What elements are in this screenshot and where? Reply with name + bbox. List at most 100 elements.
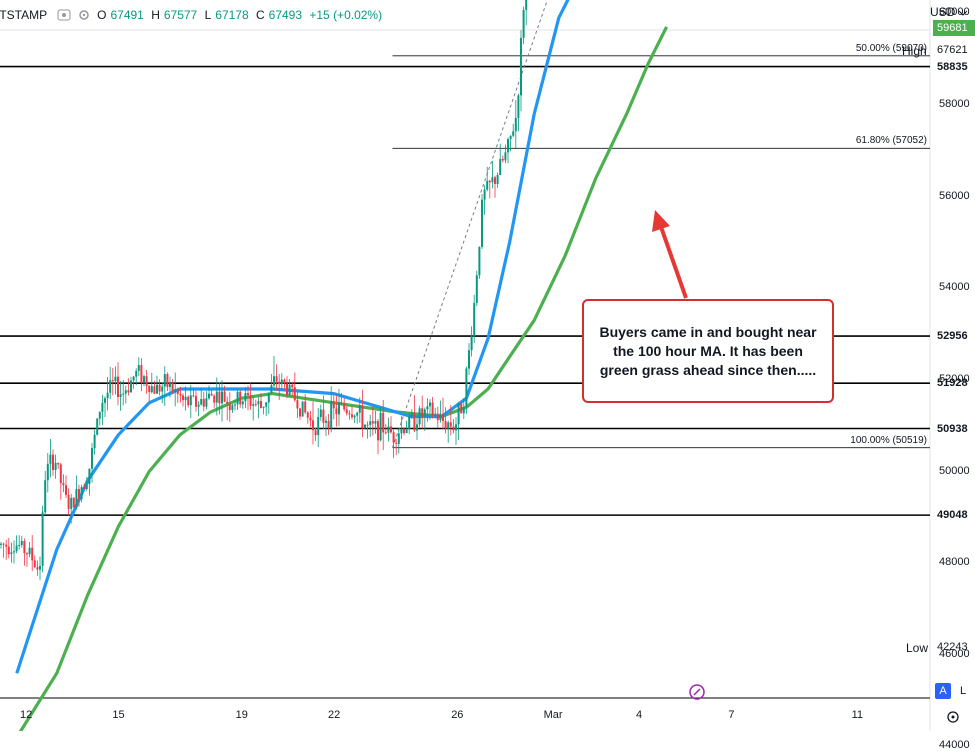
candle-body — [296, 400, 299, 409]
candle-body — [28, 547, 31, 555]
candle-body — [192, 395, 195, 397]
candle-body — [273, 376, 275, 386]
open-key: O — [97, 8, 107, 22]
candle-body — [257, 401, 260, 405]
candle-body — [403, 428, 405, 434]
candle-body — [15, 545, 18, 552]
high-value-label: 67621 — [937, 44, 968, 56]
candle-body — [91, 448, 93, 469]
candle-body — [13, 551, 15, 553]
chart-canvas[interactable] — [0, 0, 975, 731]
candle-body — [163, 374, 166, 387]
price-badge: 59681 — [933, 19, 975, 36]
candle-body — [301, 401, 304, 417]
candle-body — [400, 428, 403, 434]
candle-body — [156, 384, 158, 394]
candle-body — [150, 386, 153, 393]
candle-body — [10, 552, 13, 555]
candle-body — [247, 393, 249, 396]
candle-body — [280, 379, 283, 385]
candle-body — [218, 391, 221, 404]
candle-body — [49, 454, 52, 464]
candle-body — [75, 489, 78, 508]
candle-body — [460, 403, 463, 414]
candle-body — [384, 432, 387, 434]
y-tick-label: 44000 — [939, 739, 970, 751]
candle-body — [322, 409, 325, 423]
candle-body — [111, 380, 114, 382]
x-tick-label: 19 — [235, 709, 248, 721]
log-scale-button[interactable]: L — [959, 685, 967, 697]
candle-body — [509, 135, 512, 140]
candle-body — [127, 390, 130, 393]
candle-body — [137, 365, 140, 371]
candle-body — [387, 426, 390, 433]
candle-body — [397, 433, 400, 444]
candle-body — [114, 376, 117, 382]
candle-body — [520, 37, 522, 96]
candle-body — [101, 402, 104, 412]
annotation-text: Buyers came in and bought near the 100 h… — [599, 323, 817, 378]
candle-body — [327, 420, 330, 429]
candle-body — [306, 412, 309, 418]
settings-gear-icon[interactable] — [77, 9, 91, 21]
candle-body — [98, 411, 101, 419]
candle-body — [213, 395, 216, 403]
x-tick-label: 12 — [20, 709, 33, 721]
candle-body — [299, 408, 301, 417]
candle-body — [176, 389, 179, 394]
low-value: 67178 — [215, 8, 249, 22]
candle-body — [174, 389, 177, 392]
candle-body — [210, 393, 213, 396]
candle-body — [5, 544, 8, 547]
candle-body — [83, 487, 86, 490]
candle-body — [239, 391, 242, 405]
candle-body — [23, 540, 26, 554]
candle-body — [431, 402, 434, 416]
candle-body — [452, 426, 455, 431]
candle-body — [447, 422, 450, 429]
candle-body — [78, 489, 80, 500]
candle-body — [166, 374, 169, 387]
candle-body — [179, 393, 182, 396]
currency-selector[interactable]: USD — [930, 5, 968, 19]
candle-body — [228, 403, 231, 410]
candle-body — [195, 395, 197, 407]
candle-body — [252, 404, 255, 406]
auto-scale-button[interactable]: A — [935, 683, 951, 699]
fib-trend-line — [392, 0, 548, 448]
candle-body — [18, 544, 21, 546]
candle-body — [366, 424, 369, 426]
candle-body — [109, 380, 112, 393]
candle-body — [478, 246, 481, 276]
candle-body — [130, 380, 132, 393]
candle-body — [135, 370, 138, 377]
candle-body — [41, 512, 44, 566]
candle-body — [244, 393, 247, 402]
candle-body — [221, 391, 223, 404]
candle-body — [65, 485, 67, 496]
candle-body — [275, 376, 278, 382]
candle-body — [202, 398, 205, 407]
candle-body — [491, 177, 494, 183]
high-value: 67577 — [163, 8, 198, 22]
annotation-callout[interactable]: Buyers came in and bought near the 100 h… — [582, 299, 834, 403]
magic-wand-icon[interactable] — [688, 683, 706, 706]
eye-toggle-icon[interactable] — [57, 9, 71, 21]
time-axis-settings-icon[interactable] — [946, 710, 960, 729]
candle-body — [392, 432, 395, 443]
y-tick-label: 60000 — [939, 6, 970, 19]
candle-body — [317, 417, 320, 436]
fib-level-label: 100.00% (50519) — [850, 434, 927, 446]
symbol-name[interactable]: ITSTAMP — [0, 8, 48, 22]
candle-body — [106, 392, 109, 399]
candle-body — [371, 421, 374, 424]
close-key: C — [255, 8, 265, 22]
candle-body — [161, 386, 164, 392]
ma100-line — [15, 0, 570, 674]
candle-body — [408, 416, 411, 430]
y-tick-label: 48000 — [939, 556, 970, 569]
price-badge: 58835 — [933, 58, 975, 75]
candle-body — [522, 9, 525, 38]
candle-body — [265, 402, 268, 407]
